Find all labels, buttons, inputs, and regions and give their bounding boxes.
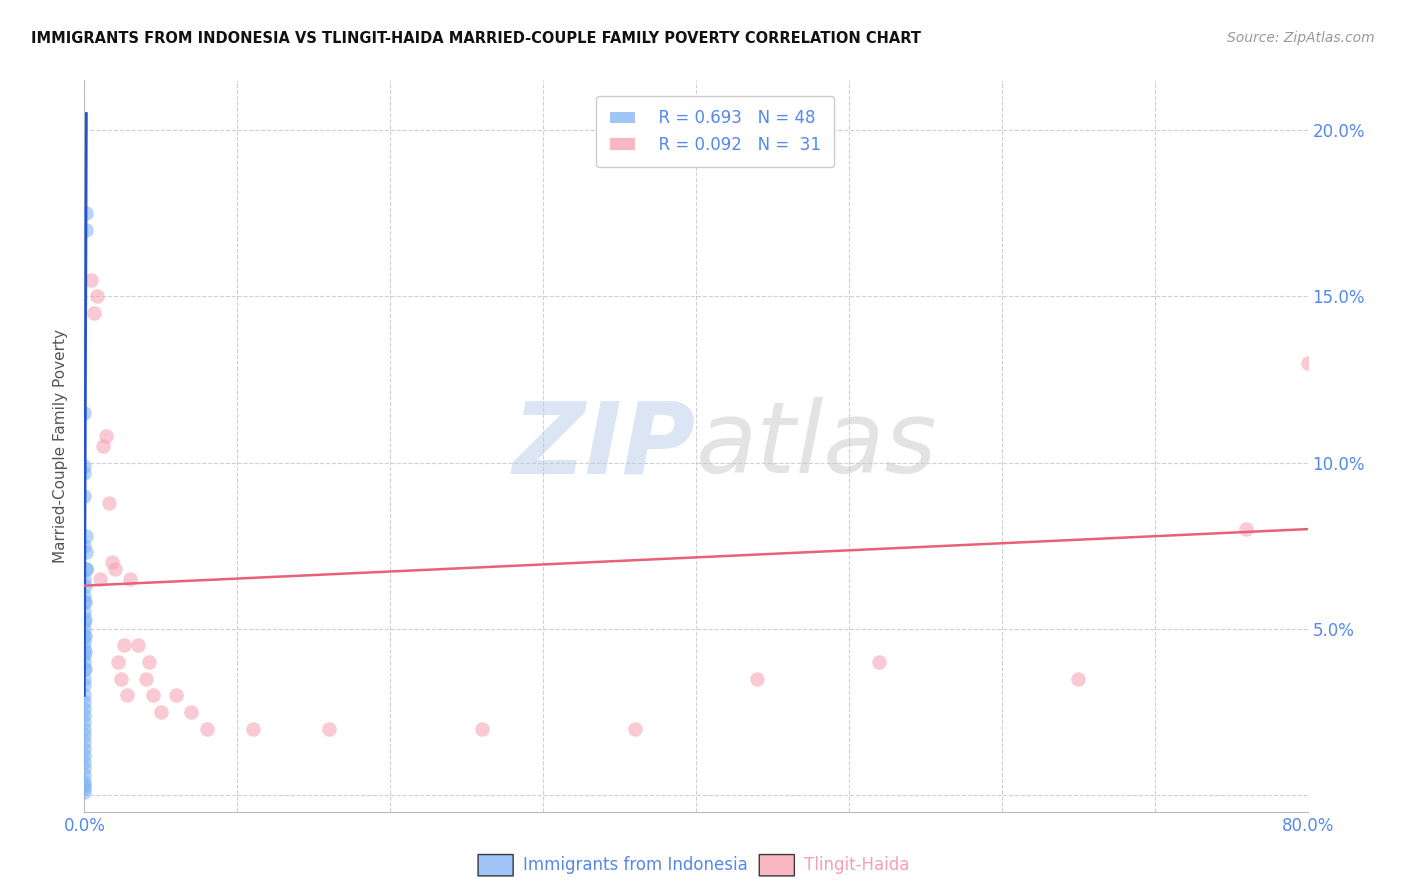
- Point: [73, 489, 96, 503]
- Point: [135, 672, 157, 686]
- Point: [75, 545, 97, 559]
- Point: [73, 755, 96, 769]
- Point: [165, 689, 187, 703]
- Point: [112, 639, 135, 653]
- Text: Tlingit-Haida: Tlingit-Haida: [804, 856, 910, 874]
- Point: [73, 662, 96, 676]
- Point: [75, 562, 97, 576]
- Point: [73, 589, 96, 603]
- Point: [73, 689, 96, 703]
- Text: ZIP: ZIP: [513, 398, 696, 494]
- Legend:   R = 0.693   N = 48,   R = 0.092   N =  31: R = 0.693 N = 48, R = 0.092 N = 31: [596, 96, 834, 167]
- Point: [138, 655, 160, 669]
- Point: [73, 595, 96, 609]
- Point: [471, 722, 494, 736]
- Point: [1067, 672, 1090, 686]
- Point: [73, 622, 96, 636]
- Point: [73, 785, 96, 799]
- Point: [73, 735, 96, 749]
- Point: [73, 672, 96, 686]
- Point: [73, 406, 96, 420]
- Point: [73, 762, 96, 776]
- Point: [91, 439, 114, 453]
- Point: [94, 429, 117, 443]
- Point: [624, 722, 647, 736]
- Point: [115, 689, 138, 703]
- Point: [180, 705, 202, 719]
- Point: [73, 572, 96, 586]
- Point: [73, 628, 96, 642]
- Text: Immigrants from Indonesia: Immigrants from Indonesia: [523, 856, 748, 874]
- Point: [149, 705, 172, 719]
- Point: [73, 635, 96, 649]
- Point: [73, 466, 96, 480]
- Point: [73, 741, 96, 756]
- Point: [73, 701, 96, 715]
- Point: [73, 662, 96, 676]
- Point: [80, 273, 103, 287]
- Point: [75, 562, 97, 576]
- Point: [89, 572, 111, 586]
- FancyBboxPatch shape: [759, 855, 794, 876]
- Point: [73, 458, 96, 473]
- Point: [86, 289, 108, 303]
- Point: [75, 529, 97, 543]
- Point: [120, 572, 142, 586]
- Text: Source: ZipAtlas.com: Source: ZipAtlas.com: [1227, 31, 1375, 45]
- Text: IMMIGRANTS FROM INDONESIA VS TLINGIT-HAIDA MARRIED-COUPLE FAMILY POVERTY CORRELA: IMMIGRANTS FROM INDONESIA VS TLINGIT-HAI…: [31, 31, 921, 46]
- Y-axis label: Married-Couple Family Poverty: Married-Couple Family Poverty: [53, 329, 69, 563]
- Point: [83, 306, 105, 320]
- Point: [73, 628, 96, 642]
- Point: [110, 672, 132, 686]
- Point: [73, 695, 96, 709]
- Point: [318, 722, 340, 736]
- Point: [104, 562, 127, 576]
- Point: [747, 672, 769, 686]
- Point: [73, 648, 96, 663]
- Point: [107, 655, 129, 669]
- Point: [73, 778, 96, 792]
- Point: [97, 495, 120, 509]
- Point: [75, 595, 97, 609]
- Text: atlas: atlas: [696, 398, 938, 494]
- Point: [73, 615, 96, 630]
- Point: [75, 223, 97, 237]
- Point: [75, 579, 97, 593]
- FancyBboxPatch shape: [478, 855, 513, 876]
- Point: [73, 539, 96, 553]
- Point: [73, 708, 96, 723]
- Point: [73, 655, 96, 669]
- Point: [1296, 356, 1319, 370]
- Point: [73, 678, 96, 692]
- Point: [73, 781, 96, 796]
- Point: [73, 722, 96, 736]
- Point: [73, 645, 96, 659]
- Point: [73, 774, 96, 789]
- Point: [242, 722, 264, 736]
- Point: [73, 605, 96, 619]
- Point: [73, 728, 96, 742]
- Point: [73, 768, 96, 782]
- Point: [75, 206, 97, 220]
- Point: [142, 689, 165, 703]
- Point: [869, 655, 891, 669]
- Point: [101, 555, 124, 569]
- Point: [73, 748, 96, 763]
- Point: [127, 639, 149, 653]
- Point: [73, 641, 96, 656]
- Point: [195, 722, 218, 736]
- Point: [75, 612, 97, 626]
- Point: [73, 714, 96, 729]
- Point: [1236, 522, 1258, 536]
